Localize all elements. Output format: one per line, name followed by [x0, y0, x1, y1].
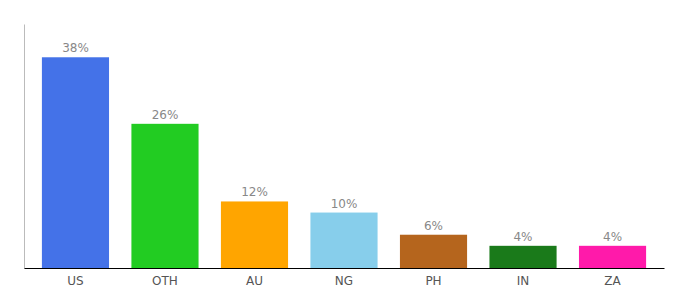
plot-area: US OTH AU NG PH IN ZA 38% 26% 12% 10% 6% 4% 4%: [25, 25, 665, 288]
x-tick: NG: [335, 274, 353, 288]
x-tick: ZA: [604, 274, 621, 288]
x-tick-label: IN: [517, 274, 530, 288]
data-label: 12%: [241, 185, 268, 199]
data-label: 10%: [331, 197, 358, 211]
bar: [489, 246, 556, 268]
x-tick-label: OTH: [152, 274, 178, 288]
data-labels: 38% 26% 12% 10% 6% 4% 4%: [62, 41, 622, 244]
bars: [42, 57, 646, 268]
bar: [579, 246, 646, 268]
data-label: 26%: [152, 108, 179, 122]
data-label: 4%: [513, 230, 532, 244]
bar: [310, 213, 377, 268]
y-axis-line: [24, 25, 25, 269]
x-tick: OTH: [152, 274, 178, 288]
bar: [131, 124, 198, 268]
x-tick-label: ZA: [604, 274, 621, 288]
data-label: 4%: [603, 230, 622, 244]
x-tick: IN: [517, 274, 530, 288]
x-axis: US OTH AU NG PH IN ZA: [25, 269, 665, 288]
data-label: 38%: [62, 41, 89, 55]
chart-svg: US OTH AU NG PH IN ZA 38% 26% 12% 10% 6% 4% 4%: [0, 0, 680, 300]
x-tick: PH: [425, 274, 441, 288]
y-axis: [24, 25, 25, 269]
x-tick-label: NG: [335, 274, 353, 288]
x-tick-label: PH: [425, 274, 441, 288]
bar: [400, 235, 467, 268]
data-label: 6%: [424, 219, 443, 233]
x-tick: AU: [246, 274, 263, 288]
x-tick: US: [67, 274, 83, 288]
bar: [221, 201, 288, 268]
x-tick-label: US: [67, 274, 83, 288]
x-axis-line: [25, 268, 665, 269]
bar: [42, 57, 109, 268]
x-tick-label: AU: [246, 274, 263, 288]
